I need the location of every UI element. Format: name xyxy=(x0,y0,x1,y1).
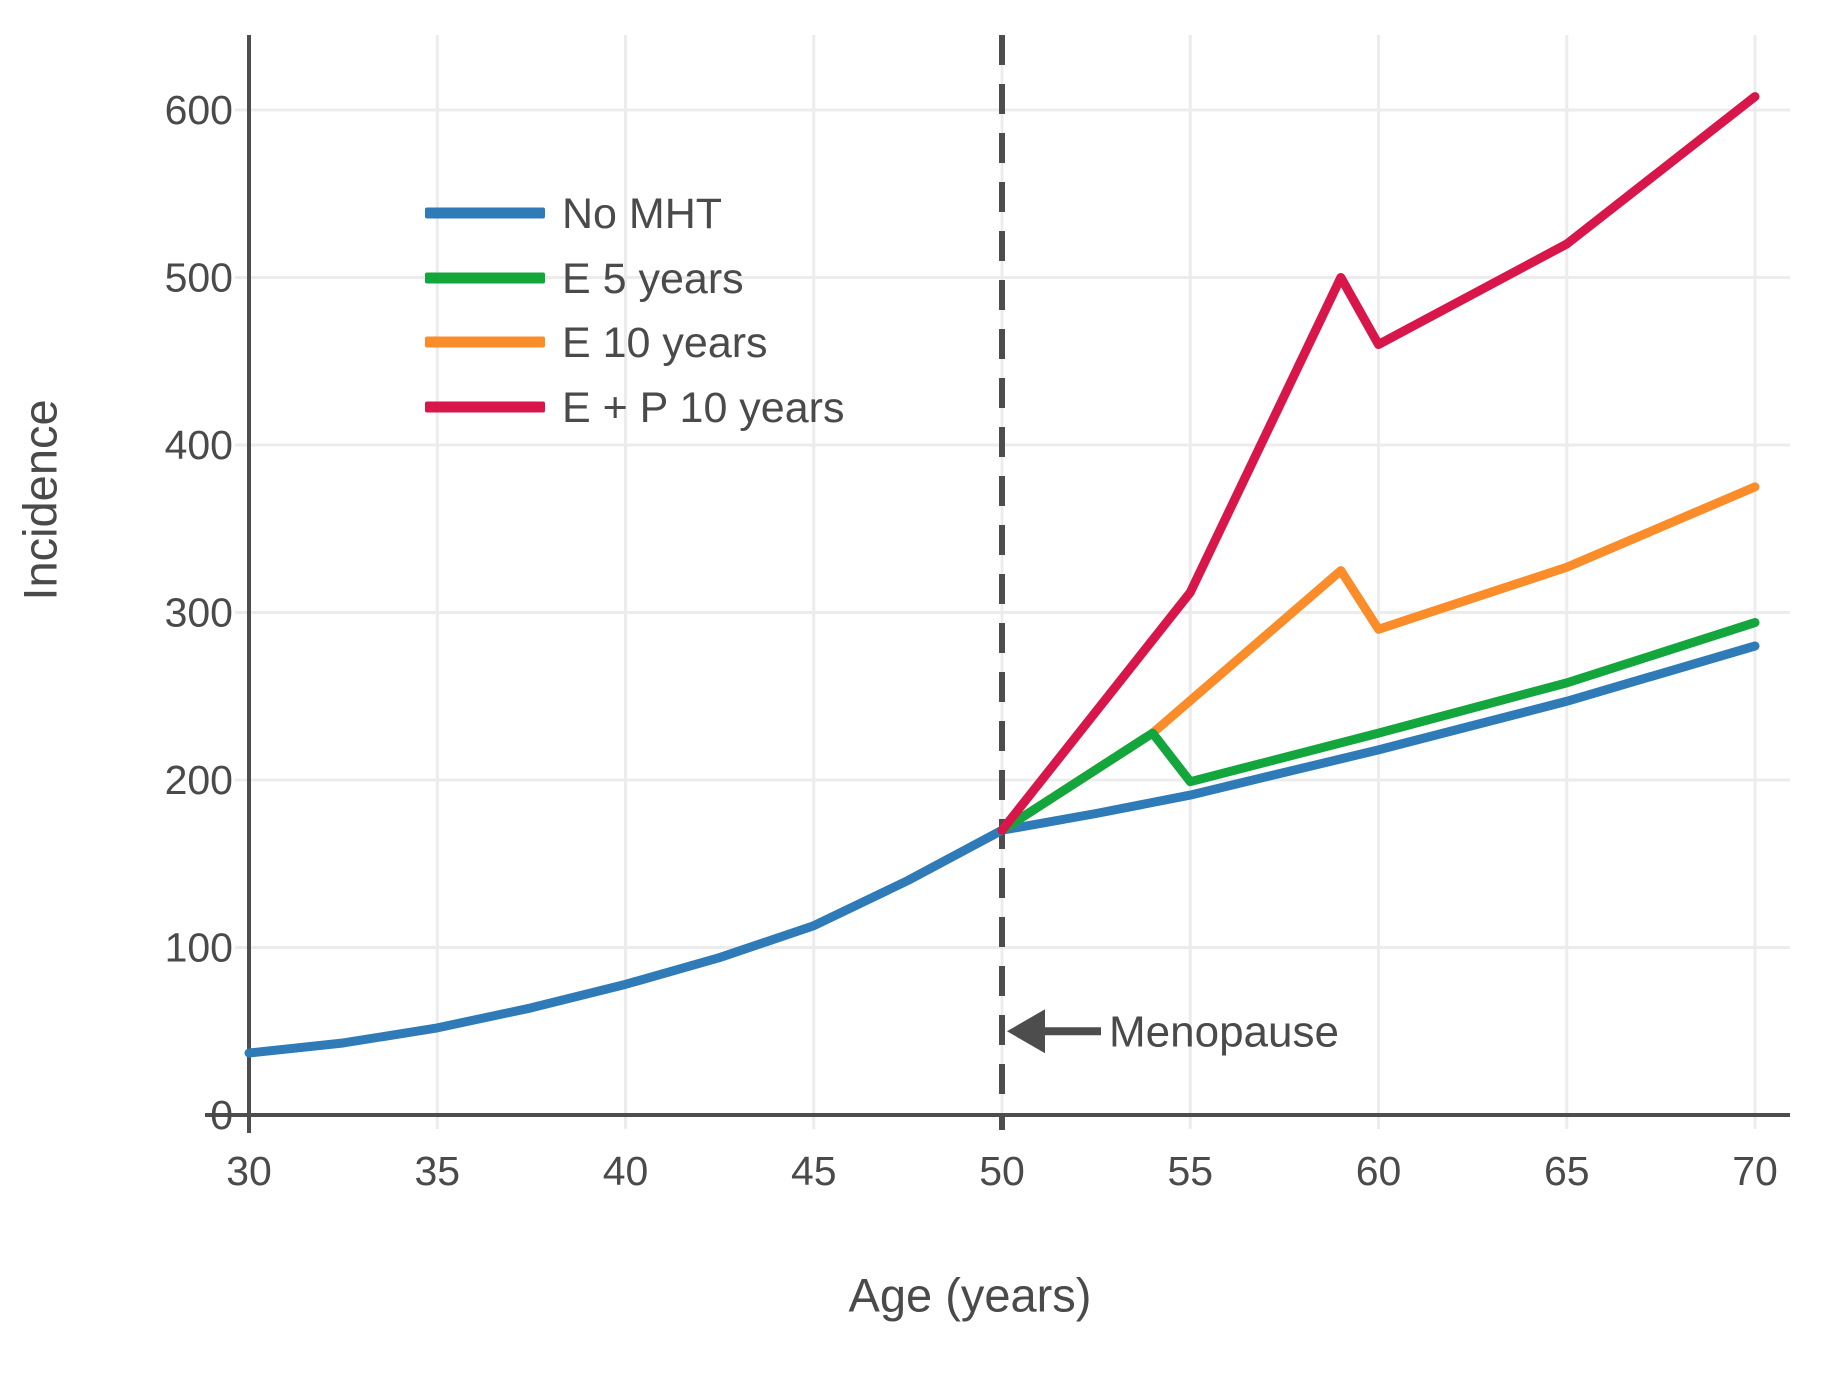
series-line-no-mht xyxy=(244,641,1760,1058)
x-tick-label: 40 xyxy=(603,1148,649,1194)
y-tick-label: 0 xyxy=(210,1092,233,1138)
legend-label: E + P 10 years xyxy=(562,384,844,432)
x-tick-label: 55 xyxy=(1167,1148,1213,1194)
series-line-e-p-10-years xyxy=(997,92,1760,835)
legend-swatch xyxy=(425,207,545,219)
y-tick-label: 400 xyxy=(165,422,233,468)
series-line-e-5-years xyxy=(997,618,1760,835)
x-tick-label: 65 xyxy=(1544,1148,1590,1194)
x-tick-label: 50 xyxy=(979,1148,1025,1194)
y-axis-title: Incidence xyxy=(13,399,67,601)
legend-label: No MHT xyxy=(562,190,722,238)
menopause-arrow-head xyxy=(1007,1009,1045,1054)
y-tick-label: 300 xyxy=(165,590,233,636)
x-tick-label: 30 xyxy=(226,1148,272,1194)
x-tick-label: 60 xyxy=(1356,1148,1402,1194)
x-axis-title: Age (years) xyxy=(848,1268,1092,1322)
y-tick-label: 500 xyxy=(165,255,233,301)
y-tick-label: 100 xyxy=(165,925,233,971)
legend-swatch xyxy=(425,272,545,284)
legend-swatch xyxy=(425,336,545,348)
legend-label: E 5 years xyxy=(562,255,744,303)
legend-label: E 10 years xyxy=(562,319,768,367)
menopause-label: Menopause xyxy=(1109,1007,1339,1056)
x-tick-label: 35 xyxy=(414,1148,460,1194)
y-tick-label: 600 xyxy=(165,87,233,133)
x-tick-label: 70 xyxy=(1732,1148,1778,1194)
legend-swatch xyxy=(425,401,545,413)
y-tick-label: 200 xyxy=(165,757,233,803)
x-tick-label: 45 xyxy=(791,1148,837,1194)
